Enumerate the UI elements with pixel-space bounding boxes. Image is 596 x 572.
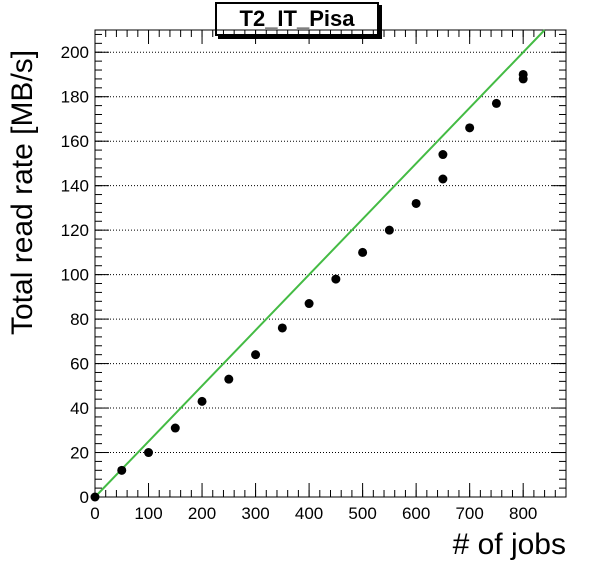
y-tick-label: 180	[61, 88, 89, 107]
x-tick-label: 0	[90, 504, 99, 523]
data-point	[251, 350, 261, 360]
data-points	[90, 69, 528, 502]
x-axis-label: # of jobs	[452, 528, 566, 561]
y-tick-label: 20	[70, 444, 89, 463]
data-point	[117, 465, 127, 475]
y-tick-label: 80	[70, 310, 89, 329]
data-point	[170, 423, 180, 433]
y-axis-label: Total read rate [MB/s]	[6, 49, 39, 335]
x-tick-label: 300	[241, 504, 269, 523]
data-point	[90, 492, 100, 502]
data-point	[438, 174, 448, 184]
data-point	[144, 448, 154, 458]
data-point	[491, 98, 501, 108]
y-tick-label: 60	[70, 355, 89, 374]
x-tick-label: 600	[402, 504, 430, 523]
data-point	[438, 150, 448, 160]
x-tick-label: 500	[348, 504, 376, 523]
data-point	[384, 225, 394, 235]
y-tick-label: 160	[61, 132, 89, 151]
x-tick-label: 700	[455, 504, 483, 523]
y-tick-label: 40	[70, 399, 89, 418]
data-point	[411, 198, 421, 208]
data-point	[224, 374, 234, 384]
y-tick-label: 100	[61, 266, 89, 285]
data-point	[518, 69, 528, 79]
y-tick-label: 200	[61, 43, 89, 62]
data-point	[304, 299, 314, 309]
data-point	[465, 123, 475, 133]
x-tick-label: 200	[188, 504, 216, 523]
y-tick-label: 0	[80, 488, 89, 507]
tick-labels: 0 20 40 60 80 100 120 140 160 180 200 0 100 200 300 400…	[61, 43, 538, 523]
data-point	[358, 247, 368, 257]
y-tick-label: 140	[61, 177, 89, 196]
x-tick-label: 100	[134, 504, 162, 523]
data-point	[331, 274, 341, 284]
reference-line	[94, 29, 546, 498]
grid-lines	[95, 51, 566, 498]
data-point	[277, 323, 287, 333]
x-tick-label: 400	[295, 504, 323, 523]
x-tick-label: 800	[509, 504, 537, 523]
data-point	[197, 396, 207, 406]
y-tick-label: 120	[61, 221, 89, 240]
